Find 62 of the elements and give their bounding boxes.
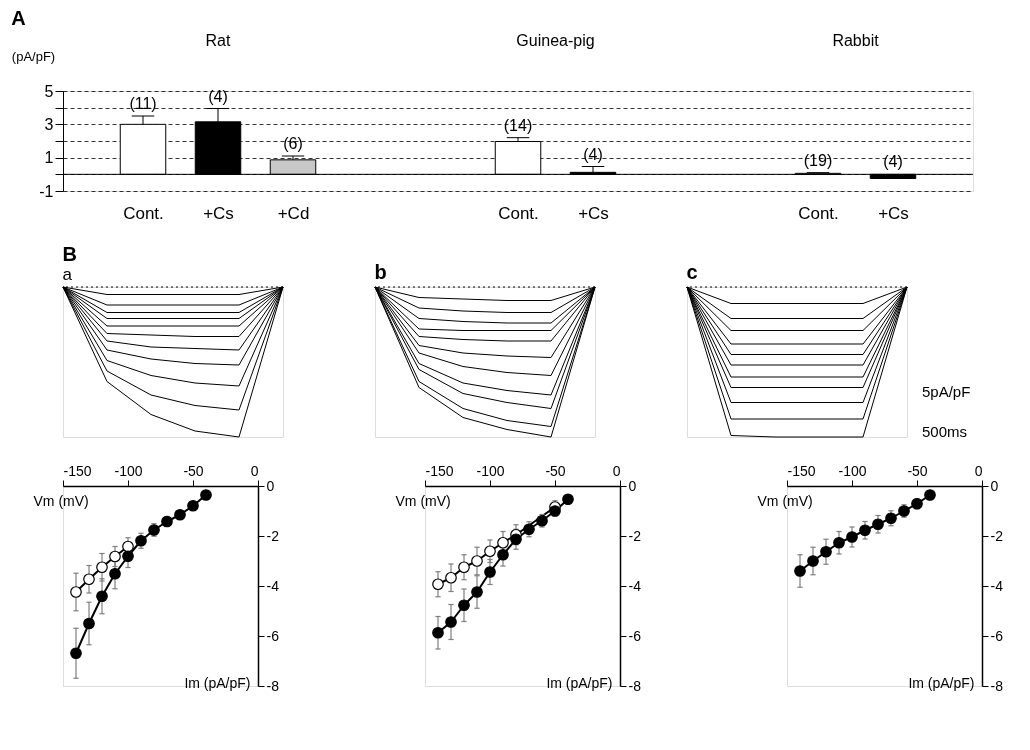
x-tick-label: -150 bbox=[63, 462, 92, 479]
text: 5pA/pF bbox=[922, 383, 971, 400]
x-tick-label: -50 bbox=[183, 462, 204, 479]
y-axis-title: Im (pA/pF) bbox=[546, 674, 613, 691]
x-tick-label: +Cs bbox=[203, 203, 234, 223]
y-tick-label: -8 bbox=[628, 677, 642, 694]
y-tick-label: -2 bbox=[628, 527, 642, 544]
y-tick-label: -6 bbox=[990, 627, 1004, 644]
chart-title: A bbox=[11, 7, 26, 29]
x-tick-label: 0 bbox=[612, 462, 621, 479]
x-tick-label: +Cd bbox=[277, 203, 310, 223]
chart-subtitle: a bbox=[62, 264, 73, 284]
y-tick-label: -8 bbox=[266, 677, 280, 694]
annotation: (6) bbox=[283, 135, 303, 152]
annotation: (4) bbox=[583, 145, 603, 163]
y-axis-title: Im (pA/pF) bbox=[908, 674, 975, 691]
x-tick-label: +Cs bbox=[878, 203, 909, 223]
y-tick-label: -1 bbox=[39, 182, 54, 200]
y-tick-label: 3 bbox=[44, 115, 54, 133]
annotation: (14) bbox=[503, 116, 533, 134]
x-tick-label: 0 bbox=[974, 462, 983, 479]
x-tick-label: Cont. bbox=[798, 203, 839, 223]
x-tick-label: -150 bbox=[787, 462, 816, 479]
y-tick-label: -2 bbox=[266, 527, 280, 544]
y-tick-label: 1 bbox=[44, 149, 54, 167]
y-tick-label: -4 bbox=[628, 577, 642, 594]
y-tick-label: 0 bbox=[266, 477, 275, 494]
x-tick-label: -100 bbox=[114, 462, 143, 479]
annotation: (11) bbox=[129, 95, 157, 112]
x-tick-label: -100 bbox=[476, 462, 505, 479]
y-tick-label: 5 bbox=[44, 82, 54, 100]
text: 500ms bbox=[922, 423, 968, 440]
text: Rat bbox=[205, 32, 231, 49]
y-tick-label: -4 bbox=[990, 577, 1004, 594]
x-tick-label: -150 bbox=[425, 462, 454, 479]
x-axis-title: Vm (mV) bbox=[33, 492, 89, 509]
y-tick-label: -4 bbox=[266, 577, 280, 594]
x-tick-label: -50 bbox=[907, 462, 928, 479]
chart-title: B bbox=[62, 242, 77, 265]
annotation: (4) bbox=[883, 153, 903, 171]
x-tick-label: Cont. bbox=[123, 203, 164, 223]
x-tick-label: 0 bbox=[250, 462, 259, 479]
y-tick-label: -2 bbox=[990, 527, 1004, 544]
y-axis-title: (pA/pF) bbox=[11, 48, 56, 64]
annotation: (4) bbox=[208, 87, 228, 105]
x-axis-title: Vm (mV) bbox=[757, 492, 813, 509]
x-axis-title: Vm (mV) bbox=[395, 492, 451, 509]
y-tick-label: 0 bbox=[990, 477, 999, 494]
x-tick-label: +Cs bbox=[578, 203, 609, 223]
x-tick-label: Cont. bbox=[498, 203, 539, 223]
text: Guinea-pig bbox=[516, 32, 595, 49]
text: Rabbit bbox=[832, 32, 880, 49]
chart-title: c bbox=[686, 260, 698, 283]
y-tick-label: -8 bbox=[990, 677, 1004, 694]
y-axis-title: Im (pA/pF) bbox=[184, 674, 251, 691]
y-tick-label: -6 bbox=[628, 627, 642, 644]
y-tick-label: 0 bbox=[628, 477, 637, 494]
y-tick-label: -6 bbox=[266, 627, 280, 644]
annotation: (19) bbox=[803, 151, 833, 169]
x-tick-label: -50 bbox=[545, 462, 566, 479]
x-tick-label: -100 bbox=[838, 462, 867, 479]
chart-title: b bbox=[374, 260, 387, 283]
